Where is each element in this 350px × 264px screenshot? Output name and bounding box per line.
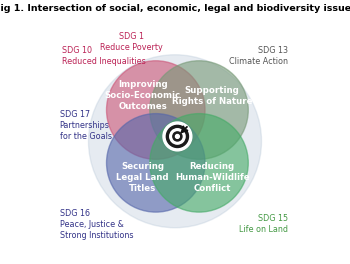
Circle shape (166, 125, 188, 148)
Circle shape (89, 55, 261, 228)
Text: Fig 1. Intersection of social, economic, legal and biodiversity issues: Fig 1. Intersection of social, economic,… (0, 4, 350, 13)
Text: Reducing
Human-Wildlife
Conflict: Reducing Human-Wildlife Conflict (175, 162, 250, 193)
Circle shape (175, 135, 179, 138)
Circle shape (170, 129, 185, 144)
Circle shape (163, 122, 192, 151)
Circle shape (106, 114, 205, 212)
Text: Securing
Legal Land
Titles: Securing Legal Land Titles (116, 162, 169, 193)
Text: SDG 13
Climate Action: SDG 13 Climate Action (229, 46, 288, 66)
Circle shape (150, 114, 248, 212)
Text: SDG 17
Partnerships
for the Goals: SDG 17 Partnerships for the Goals (60, 110, 112, 141)
Text: SDG 16
Peace, Justice &
Strong Institutions: SDG 16 Peace, Justice & Strong Instituti… (60, 209, 133, 240)
Circle shape (173, 132, 182, 141)
Text: Improving
Socio-Economic
Outcomes: Improving Socio-Economic Outcomes (105, 80, 181, 111)
Circle shape (150, 61, 248, 159)
Text: Supporting
Rights of Nature: Supporting Rights of Nature (172, 86, 252, 106)
Text: SDG 10
Reduced Inequalities: SDG 10 Reduced Inequalities (62, 46, 146, 66)
Text: SDG 15
Life on Land: SDG 15 Life on Land (239, 214, 288, 234)
Text: SDG 1
Reduce Poverty: SDG 1 Reduce Poverty (100, 32, 163, 52)
Circle shape (106, 61, 205, 159)
